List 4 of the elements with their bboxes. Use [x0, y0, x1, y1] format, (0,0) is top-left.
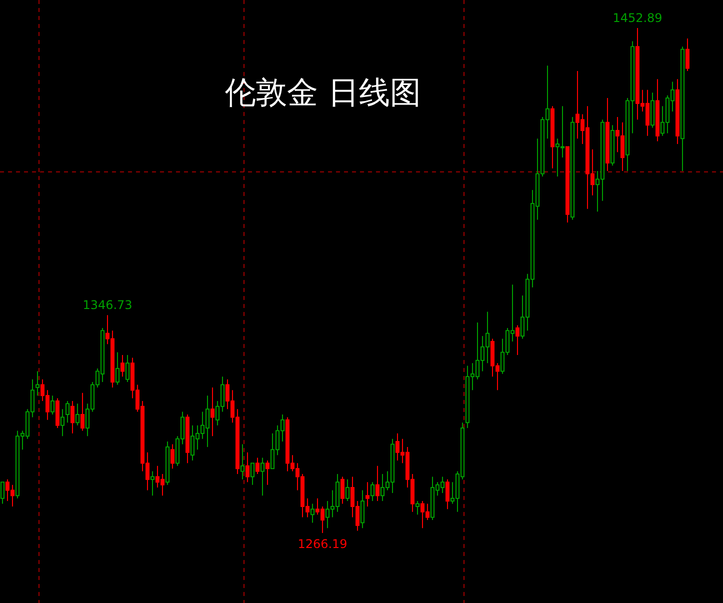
text: 伦敦金 日线图	[225, 75, 421, 111]
annotation: 1266.19	[298, 537, 348, 551]
annotation: 1452.89	[612, 11, 662, 25]
annotation: 1346.73	[82, 298, 132, 312]
